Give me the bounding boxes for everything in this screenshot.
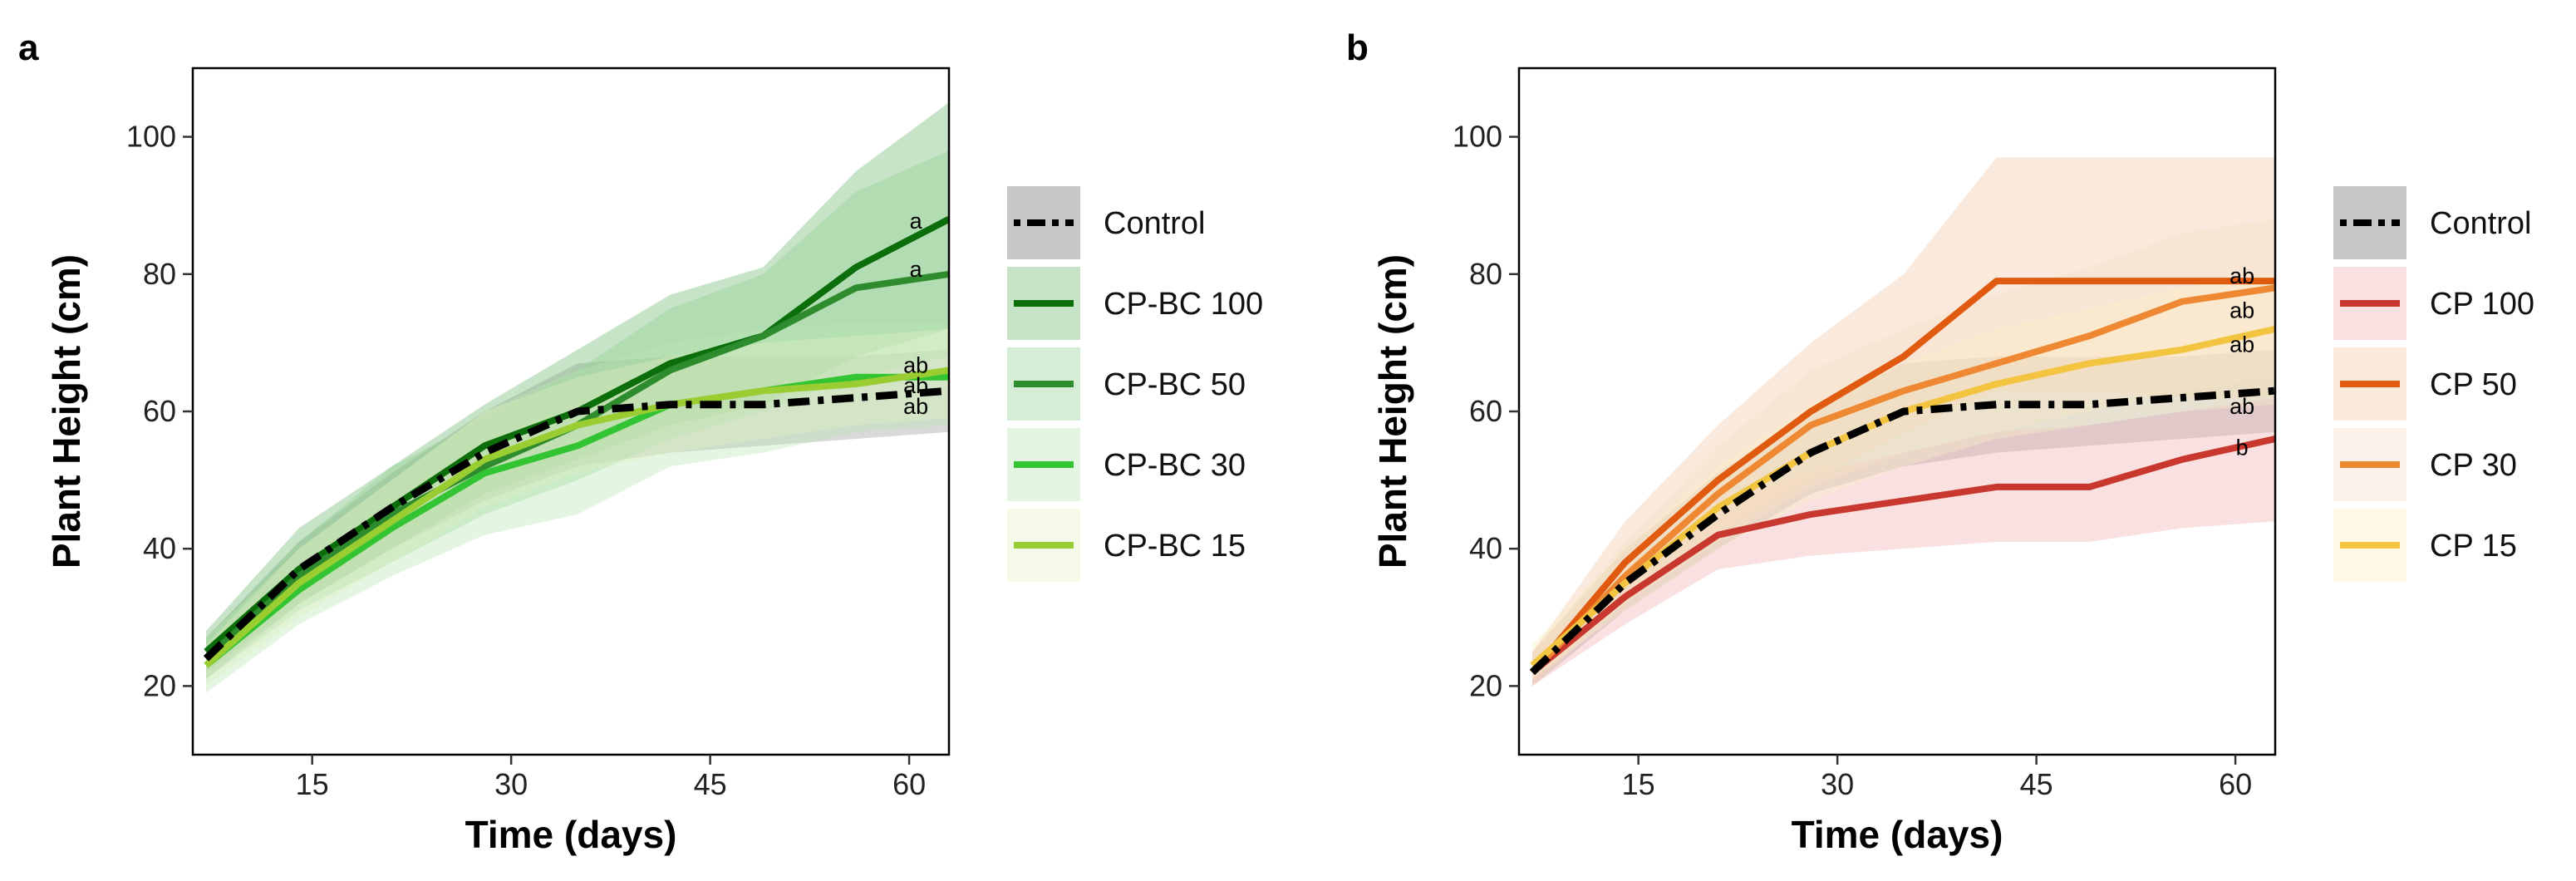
significance-label: ab [2229,263,2254,288]
band-control [1532,349,2275,687]
y-tick-label: 20 [143,668,176,702]
legend-item-cp-100: CP 100 [2333,267,2534,340]
legend-item-cp-15: CP 15 [2333,509,2517,582]
series-line-cp-50 [1529,278,2275,675]
legend-label: CP 50 [2430,367,2517,402]
legend: Control CP-BC 100 CP-BC 50 CP-BC 30 CP-BC 15 [1007,186,1263,582]
significance-label: ab [2229,394,2254,419]
x-tick-label: 45 [2020,767,2053,801]
legend-label: CP 100 [2430,287,2534,322]
legend-item-cp-bc-100: CP-BC 100 [1007,267,1263,340]
legend-label: Control [2430,206,2532,241]
plot-content [203,102,949,693]
x-tick-label: 30 [494,767,528,801]
y-tick-label: 40 [143,531,176,565]
y-tick-label: 80 [1469,257,1502,291]
x-axis-title: Time (days) [1792,813,2003,856]
legend-item-cp-50: CP 50 [2333,347,2517,421]
band-control [206,349,949,680]
legend-label: Control [1104,206,1206,241]
x-tick-label: 60 [892,767,926,801]
y-tick-label: 80 [143,257,176,291]
y-tick-label: 100 [126,120,176,154]
legend-label: CP-BC 100 [1104,287,1263,322]
y-tick-label: 60 [1469,394,1502,428]
legend-item-cp-bc-15: CP-BC 15 [1007,509,1246,582]
significance-label: a [910,209,923,234]
band-cp-bc-30 [206,322,949,693]
significance-label: ab [2229,332,2254,357]
series-line-cp-100 [1530,436,2275,676]
legend-label: CP-BC 30 [1104,448,1246,483]
x-tick-label: 60 [2219,767,2252,801]
y-tick-label: 60 [143,394,176,428]
legend-label: CP-BC 50 [1104,367,1246,402]
y-tick-label: 100 [1453,120,1502,154]
significance-label: b [2236,436,2249,460]
panel-label: a [18,27,39,68]
y-axis-title: Plant Height (cm) [45,254,88,568]
significance-label: ab [903,373,928,398]
x-axis-title: Time (days) [465,813,677,856]
legend-label: CP 15 [2430,529,2517,564]
legend-label: CP-BC 15 [1104,529,1246,564]
legend-item-cp-bc-30: CP-BC 30 [1007,428,1246,501]
series-line-cp-bc-30 [204,373,949,668]
legend: Control CP 100 CP 50 CP 30 CP 15 [2333,186,2534,582]
band-cp-bc-15 [206,328,949,687]
significance-label: ab [903,352,928,377]
plot-content [1529,157,2275,687]
x-tick-label: 15 [296,767,329,801]
significance-label: ab [2229,298,2254,322]
legend-item-cp-bc-50: CP-BC 50 [1007,347,1246,421]
x-tick-label: 15 [1622,767,1655,801]
panel-label: b [1346,27,1369,68]
legend-item-cp-30: CP 30 [2333,428,2517,501]
x-tick-label: 45 [694,767,727,801]
legend-item-control: Control [2333,186,2532,259]
significance-label: a [910,257,923,282]
band-cp-100 [1532,397,2275,687]
band-cp-15 [1532,273,2275,680]
chart-panel-b: b ab ab ab ab b 15 30 45 60 20 40 60 80 100 Time (days)… [1346,27,2534,856]
legend-label: CP 30 [2430,448,2517,483]
significance-label: ab [903,394,928,419]
x-tick-label: 30 [1821,767,1854,801]
legend-item-control: Control [1007,186,1206,259]
y-tick-label: 40 [1469,531,1502,565]
series-line-cp-30 [1530,284,2275,675]
series-line-control [203,386,949,662]
series-line-control [1529,386,2275,676]
series-line-cp-bc-15 [204,367,949,668]
y-axis-title: Plant Height (cm) [1371,254,1414,568]
y-tick-label: 20 [1469,668,1502,702]
band-cp-50 [1532,157,2275,687]
